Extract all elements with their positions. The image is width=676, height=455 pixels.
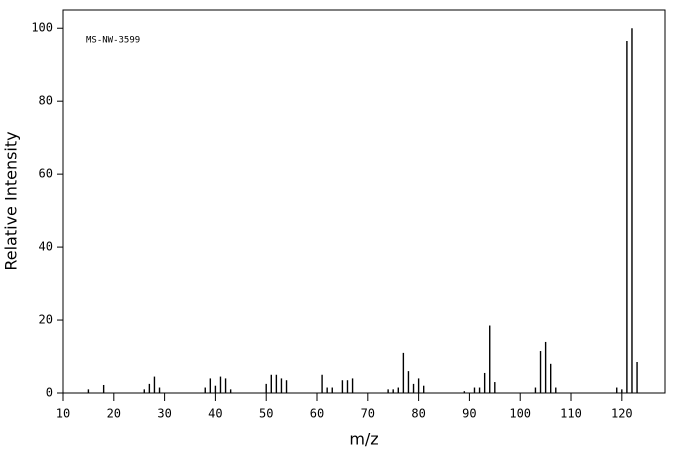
x-tick-label: 20 [107, 407, 121, 421]
y-tick-label: 20 [39, 313, 53, 327]
x-tick-label: 70 [361, 407, 375, 421]
x-tick-label: 10 [56, 407, 70, 421]
annotation: MS-NW-3599 [86, 36, 140, 46]
y-tick-label: 100 [31, 21, 53, 35]
x-tick-label: 90 [462, 407, 476, 421]
y-tick-label: 80 [39, 94, 53, 108]
y-tick-label: 60 [39, 167, 53, 181]
y-axis-label: Relative Intensity [2, 131, 21, 270]
plot-frame [62, 9, 666, 394]
y-tick-label: 0 [46, 386, 53, 400]
x-tick-label: 40 [208, 407, 222, 421]
x-tick-label: 80 [411, 407, 425, 421]
x-tick-label: 50 [259, 407, 273, 421]
x-axis-label: m/z [349, 430, 378, 449]
x-tick-label: 30 [157, 407, 171, 421]
x-tick-label: 110 [560, 407, 582, 421]
x-tick-label: 60 [310, 407, 324, 421]
x-tick-label: 100 [509, 407, 531, 421]
y-tick-label: 40 [39, 240, 53, 254]
x-tick-label: 120 [611, 407, 633, 421]
